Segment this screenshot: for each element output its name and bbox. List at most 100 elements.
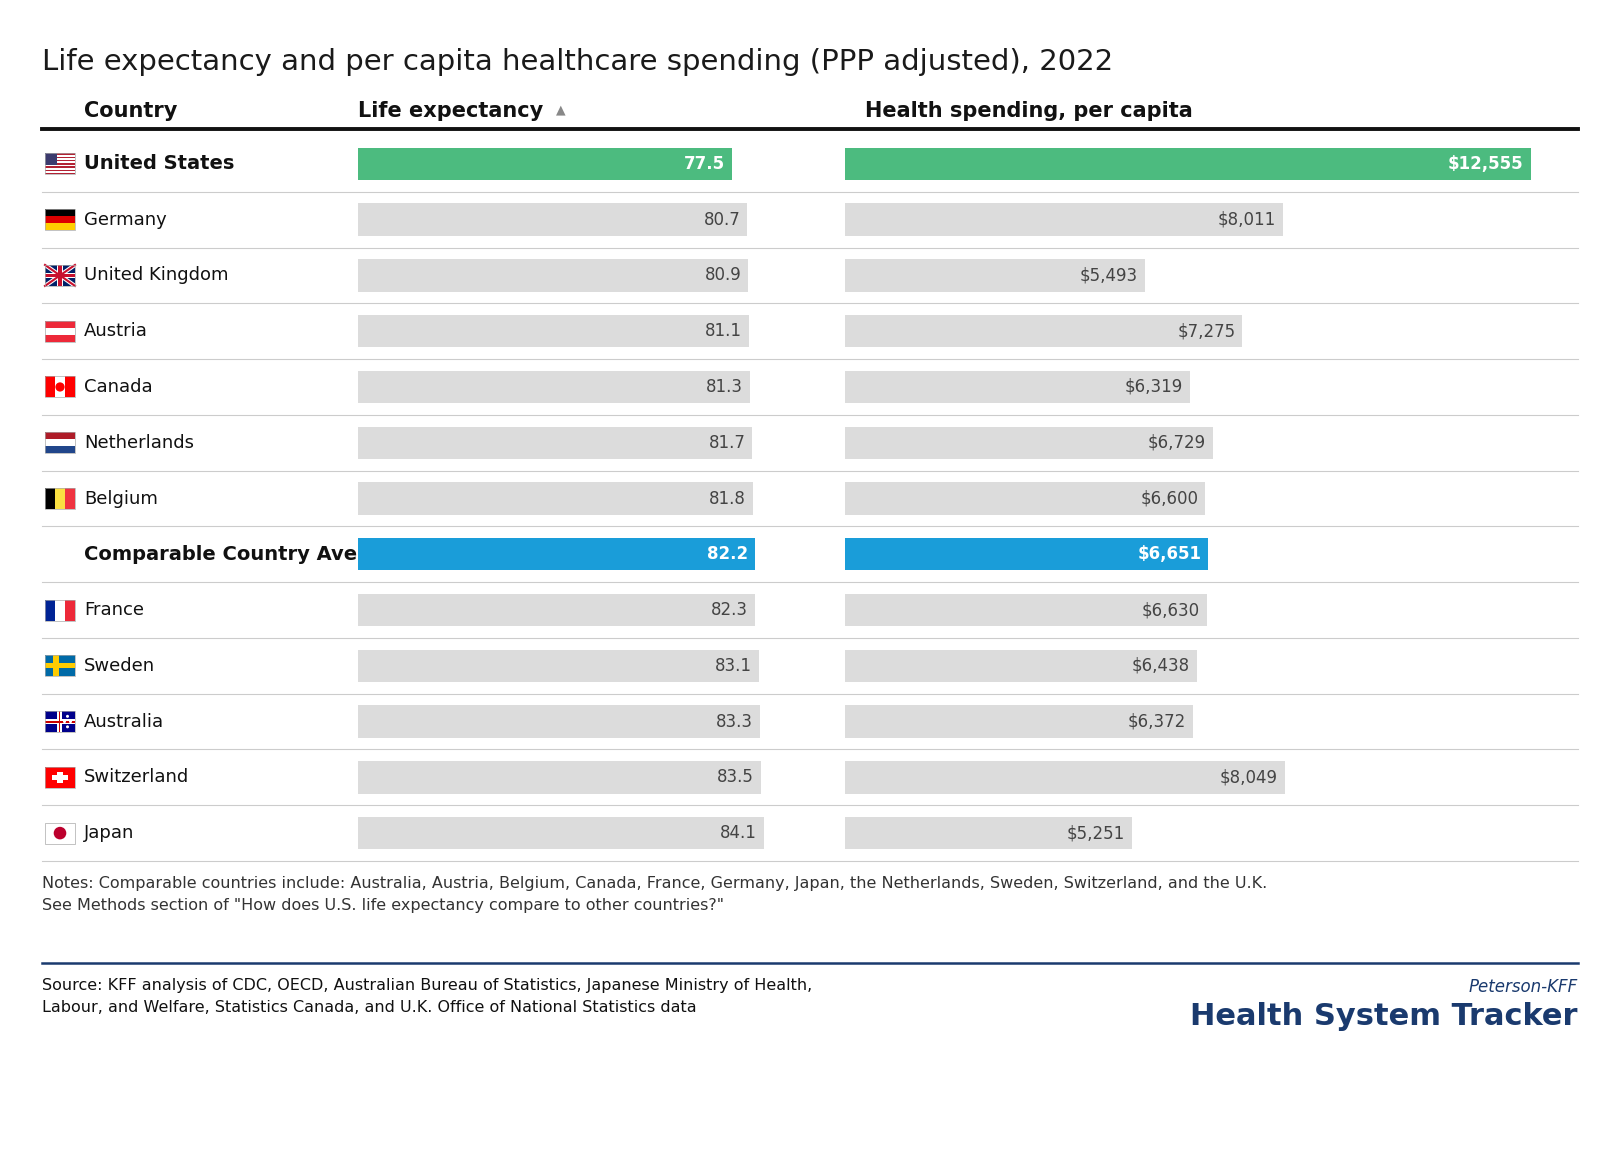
Bar: [358, 650, 760, 682]
Bar: [45, 432, 75, 453]
Text: $7,275: $7,275: [1178, 323, 1236, 340]
Bar: [45, 600, 75, 621]
Bar: [358, 148, 732, 180]
Text: France: France: [84, 601, 144, 620]
Bar: [358, 538, 755, 570]
Bar: [846, 761, 1285, 793]
Bar: [45, 172, 75, 175]
Circle shape: [66, 725, 70, 728]
Bar: [45, 720, 75, 722]
Text: 77.5: 77.5: [684, 155, 726, 173]
Text: Austria: Austria: [84, 323, 147, 340]
Bar: [45, 166, 75, 168]
Bar: [358, 203, 747, 236]
Circle shape: [63, 720, 66, 722]
Text: $6,372: $6,372: [1128, 712, 1186, 731]
Text: Labour, and Welfare, Statistics Canada, and U.K. Office of National Statistics d: Labour, and Welfare, Statistics Canada, …: [42, 1000, 697, 1015]
Text: Health spending, per capita: Health spending, per capita: [865, 101, 1192, 121]
Circle shape: [66, 714, 70, 718]
Text: United Kingdom: United Kingdom: [84, 266, 228, 284]
Bar: [846, 316, 1243, 347]
Bar: [45, 320, 75, 327]
Text: Netherlands: Netherlands: [84, 434, 194, 452]
Text: 81.1: 81.1: [705, 323, 742, 340]
Text: $6,630: $6,630: [1142, 601, 1200, 620]
Bar: [65, 488, 75, 509]
Text: $6,600: $6,600: [1140, 489, 1199, 507]
Bar: [45, 446, 75, 453]
Bar: [45, 711, 75, 732]
Bar: [45, 377, 75, 398]
Text: 83.5: 83.5: [718, 769, 753, 786]
Bar: [45, 170, 75, 171]
Bar: [58, 265, 62, 286]
Text: $8,011: $8,011: [1217, 210, 1275, 229]
Bar: [846, 817, 1132, 850]
Text: 82.2: 82.2: [706, 546, 748, 563]
Bar: [45, 162, 75, 163]
Bar: [45, 655, 75, 676]
Bar: [358, 705, 760, 738]
Circle shape: [70, 720, 71, 722]
Bar: [45, 377, 75, 398]
Bar: [358, 594, 755, 627]
Bar: [45, 154, 57, 164]
Circle shape: [55, 383, 65, 392]
Bar: [45, 160, 75, 162]
Text: 80.7: 80.7: [703, 210, 740, 229]
Text: Sweden: Sweden: [84, 657, 156, 675]
Bar: [358, 817, 765, 850]
Text: Australia: Australia: [84, 712, 164, 731]
Bar: [45, 164, 75, 166]
Bar: [45, 274, 75, 277]
Bar: [45, 265, 75, 286]
Text: Comparable Country Average: Comparable Country Average: [84, 544, 407, 564]
Text: $5,251: $5,251: [1066, 824, 1124, 842]
Bar: [45, 209, 75, 216]
Text: Switzerland: Switzerland: [84, 769, 190, 786]
Text: $6,651: $6,651: [1137, 546, 1202, 563]
Bar: [55, 488, 65, 509]
Text: 84.1: 84.1: [719, 824, 757, 842]
Bar: [65, 377, 75, 398]
Bar: [45, 265, 75, 286]
Text: $12,555: $12,555: [1448, 155, 1524, 173]
Text: Notes: Comparable countries include: Australia, Austria, Belgium, Canada, France: Notes: Comparable countries include: Aus…: [42, 876, 1267, 891]
Bar: [45, 488, 75, 509]
Bar: [45, 719, 75, 724]
Text: Source: KFF analysis of CDC, OECD, Australian Bureau of Statistics, Japanese Min: Source: KFF analysis of CDC, OECD, Austr…: [42, 978, 812, 993]
Text: $6,319: $6,319: [1124, 378, 1183, 397]
Bar: [45, 439, 75, 446]
Text: 82.3: 82.3: [711, 601, 748, 620]
Bar: [57, 265, 63, 286]
Text: ▲: ▲: [556, 104, 565, 117]
Bar: [45, 154, 75, 175]
Bar: [52, 775, 68, 780]
Text: 83.3: 83.3: [716, 712, 753, 731]
Bar: [45, 766, 75, 788]
Bar: [45, 664, 75, 668]
Bar: [846, 148, 1531, 180]
Bar: [53, 655, 58, 676]
Bar: [358, 482, 753, 514]
Bar: [57, 711, 62, 732]
Bar: [846, 538, 1209, 570]
Bar: [45, 223, 75, 230]
Bar: [45, 216, 75, 223]
Bar: [45, 168, 75, 170]
Bar: [55, 600, 65, 621]
Bar: [57, 771, 63, 783]
Bar: [45, 171, 75, 172]
Bar: [846, 594, 1207, 627]
Text: 81.8: 81.8: [710, 489, 745, 507]
Bar: [846, 371, 1191, 403]
Bar: [45, 823, 75, 844]
Bar: [45, 156, 75, 158]
Bar: [358, 371, 750, 403]
Bar: [358, 316, 750, 347]
Text: United States: United States: [84, 155, 235, 173]
Bar: [45, 823, 75, 844]
Text: 83.1: 83.1: [714, 657, 752, 675]
Bar: [846, 482, 1205, 514]
Bar: [45, 163, 75, 164]
